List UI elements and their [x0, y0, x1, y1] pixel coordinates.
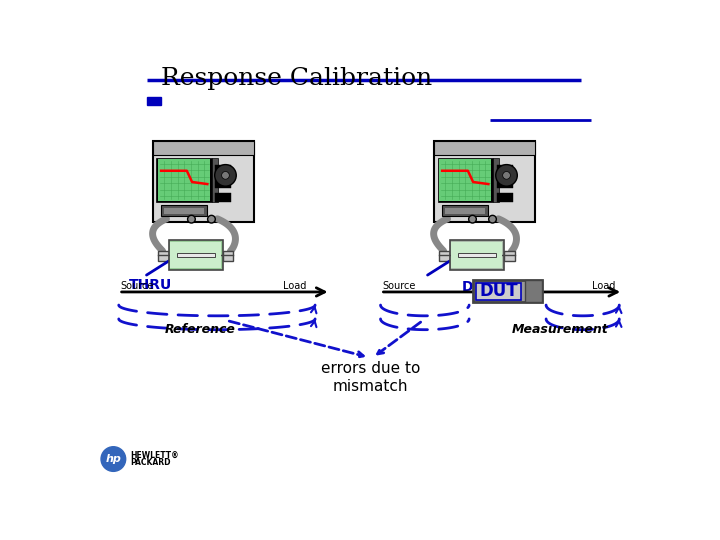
Circle shape — [188, 215, 195, 223]
Bar — [497, 179, 513, 188]
Bar — [445, 208, 485, 214]
Bar — [458, 253, 495, 257]
Bar — [473, 280, 542, 302]
Bar — [493, 158, 499, 202]
Bar — [434, 141, 534, 222]
Circle shape — [222, 172, 230, 179]
Bar — [158, 251, 168, 261]
Circle shape — [489, 215, 496, 223]
Text: errors due to
mismatch: errors due to mismatch — [321, 361, 420, 394]
Text: PACKARD: PACKARD — [130, 458, 171, 468]
Bar — [497, 165, 513, 174]
Bar — [215, 179, 231, 188]
Circle shape — [215, 165, 236, 186]
Bar — [158, 159, 210, 201]
Bar — [156, 158, 212, 202]
Bar — [153, 141, 253, 156]
Bar — [148, 97, 161, 105]
Bar — [451, 242, 503, 268]
Bar — [497, 193, 513, 202]
Text: HEWLETT®: HEWLETT® — [130, 451, 179, 460]
Bar — [439, 159, 492, 201]
Text: Load: Load — [283, 281, 306, 291]
Bar — [442, 205, 488, 216]
Text: Source: Source — [382, 281, 415, 291]
Bar — [439, 251, 450, 261]
Bar — [504, 251, 515, 261]
Bar — [177, 253, 215, 257]
Bar — [212, 158, 218, 202]
Circle shape — [503, 172, 510, 179]
Circle shape — [101, 447, 126, 471]
Text: DUT: DUT — [462, 280, 494, 294]
Text: THRU: THRU — [129, 278, 172, 292]
Bar — [525, 280, 542, 302]
Bar — [476, 283, 521, 300]
Text: Source: Source — [120, 281, 153, 291]
Bar — [171, 242, 221, 268]
Text: Reference: Reference — [165, 323, 236, 336]
Text: Response Calibration: Response Calibration — [161, 67, 432, 90]
Bar — [222, 251, 233, 261]
Bar — [161, 205, 207, 216]
Text: hp: hp — [105, 454, 121, 464]
Circle shape — [496, 165, 517, 186]
Text: DUT: DUT — [480, 282, 518, 300]
Circle shape — [207, 215, 215, 223]
Bar — [215, 165, 231, 174]
Bar — [168, 240, 222, 269]
Circle shape — [469, 215, 477, 223]
Text: Measurement: Measurement — [511, 323, 608, 336]
Bar — [438, 158, 493, 202]
Bar — [434, 141, 534, 156]
Bar — [215, 193, 231, 202]
Bar — [164, 208, 204, 214]
Bar — [153, 141, 253, 222]
Bar — [450, 240, 504, 269]
Text: Load: Load — [593, 281, 616, 291]
